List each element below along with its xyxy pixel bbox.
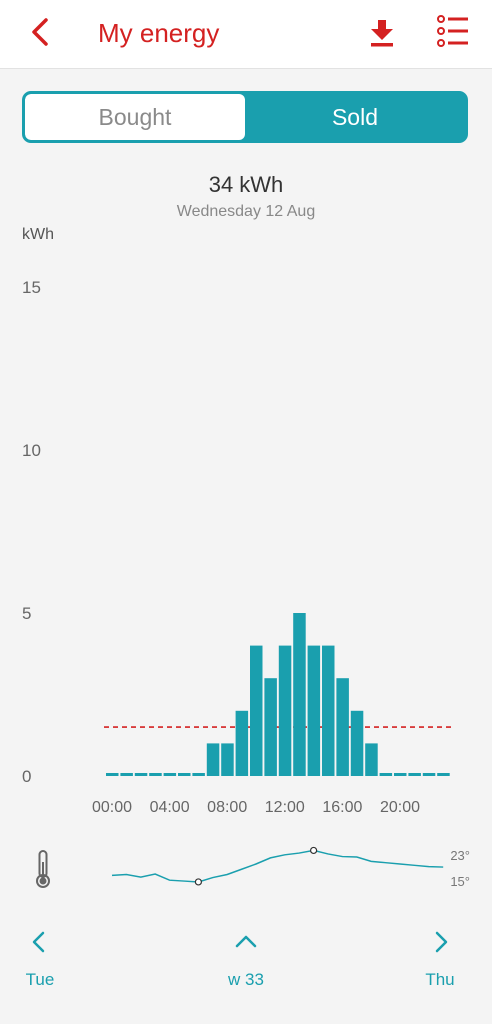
bar [322, 645, 335, 776]
week-label: w 33 [228, 970, 264, 989]
y-axis-unit: kWh [22, 226, 54, 243]
bar [264, 678, 277, 776]
week-view-button[interactable]: w 33 [206, 930, 286, 990]
temperature-line-path [111, 849, 444, 883]
thermometer-icon [36, 850, 50, 888]
bar [408, 773, 421, 776]
list-menu-icon[interactable] [436, 14, 470, 48]
bar [106, 773, 119, 776]
selected-date: Wednesday 12 Aug [176, 203, 316, 220]
temperature-max-marker [310, 846, 318, 855]
bar [336, 678, 349, 776]
bar [235, 710, 249, 776]
bar [163, 773, 177, 776]
bar [422, 773, 436, 776]
previous-day-label: Tue [25, 970, 55, 989]
bar [307, 645, 321, 776]
y-tick-label: 0 [22, 767, 31, 786]
bar [394, 773, 407, 776]
bar [379, 773, 393, 776]
x-tick-label: 04:00 [150, 799, 190, 816]
back-chevron-icon[interactable] [26, 16, 54, 48]
bar [192, 773, 205, 776]
x-tick-label: 00:00 [92, 799, 132, 816]
bar [293, 613, 306, 776]
bar [365, 743, 378, 776]
chevron-up-icon [235, 935, 257, 948]
energy-bar-chart: 0 5 10 15 00:00 04:00 08:00 12:00 16:00 20:00 [22, 278, 452, 816]
y-tick-label: 5 [22, 604, 31, 623]
bar [221, 743, 234, 776]
x-tick-label: 16:00 [322, 799, 362, 816]
bar [149, 773, 162, 776]
temperature-min-marker [194, 878, 202, 886]
bar [134, 773, 148, 776]
x-tick-label: 12:00 [265, 799, 305, 816]
y-tick-label: 15 [22, 278, 41, 297]
bar [250, 645, 263, 776]
y-tick-label: 10 [22, 441, 41, 460]
page-title: My energy [98, 18, 220, 48]
bar [437, 773, 450, 776]
chevron-left-icon [32, 931, 45, 953]
chevron-right-icon [435, 931, 448, 953]
total-energy: 34 kWh [208, 172, 284, 197]
bar [278, 645, 292, 776]
next-day-label: Thu [425, 970, 455, 989]
previous-day-button[interactable]: Tue [0, 930, 80, 990]
temperature-min-label: 15° [450, 874, 470, 889]
temperature-line: 23° 15° [111, 846, 470, 889]
bar [178, 773, 191, 776]
download-icon[interactable] [368, 16, 396, 48]
x-tick-label: 08:00 [207, 799, 247, 816]
bar [350, 710, 364, 776]
next-day-button[interactable]: Thu [400, 930, 480, 990]
bought-sold-toggle: Bought Sold [22, 91, 468, 143]
sold-tab[interactable]: Sold [245, 94, 465, 140]
bar [206, 743, 220, 776]
app-header: My energy [0, 0, 492, 69]
temperature-max-label: 23° [450, 848, 470, 863]
x-tick-label: 20:00 [380, 799, 420, 816]
bought-tab[interactable]: Bought [25, 94, 245, 140]
bar [120, 773, 133, 776]
